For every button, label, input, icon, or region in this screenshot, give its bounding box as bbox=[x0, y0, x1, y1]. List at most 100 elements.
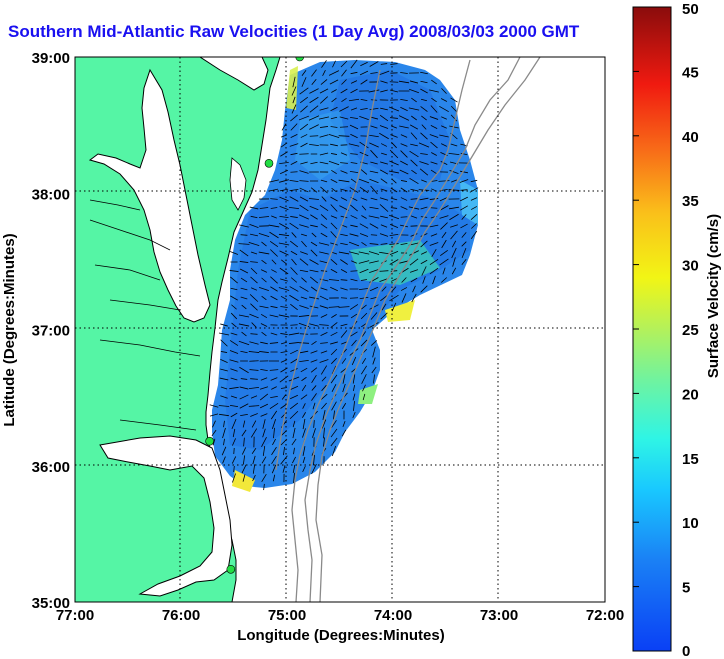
velocity-arrow bbox=[331, 187, 337, 193]
x-tick-label: 76:00 bbox=[162, 607, 200, 624]
velocity-arrow bbox=[281, 394, 287, 400]
chesapeake-bay bbox=[88, 68, 211, 323]
velocity-arrow bbox=[239, 394, 249, 400]
velocity-arrow bbox=[250, 287, 258, 291]
velocity-arrow bbox=[309, 105, 319, 113]
velocity-arrow bbox=[328, 134, 340, 138]
velocity-arrow bbox=[269, 369, 279, 371]
velocity-arrow bbox=[420, 206, 428, 210]
velocity-arrow bbox=[290, 161, 298, 165]
velocity-arrow bbox=[320, 214, 328, 220]
velocity-arrow bbox=[270, 332, 278, 336]
velocity-arrow bbox=[389, 294, 399, 302]
velocity-arrow bbox=[450, 105, 458, 113]
velocity-arrow bbox=[313, 420, 315, 428]
velocity-arrow bbox=[278, 233, 290, 237]
velocity-arrow bbox=[359, 223, 369, 229]
velocity-arrow bbox=[470, 179, 478, 183]
velocity-arrow bbox=[399, 125, 409, 129]
velocity-arrow bbox=[321, 419, 327, 429]
velocity-arrow bbox=[369, 269, 379, 273]
velocity-arrow bbox=[328, 160, 340, 166]
velocity-arrow bbox=[260, 368, 268, 372]
velocity-arrow bbox=[460, 152, 468, 156]
velocity-arrow bbox=[470, 206, 478, 210]
velocity-arrow bbox=[369, 61, 379, 67]
velocity-arrow bbox=[311, 463, 317, 475]
velocity-arrow bbox=[411, 293, 417, 303]
velocity-arrow bbox=[342, 421, 346, 427]
velocity-arrow bbox=[302, 418, 306, 430]
velocity-arrow bbox=[280, 333, 288, 335]
velocity-arrow bbox=[330, 196, 338, 202]
velocity-arrow bbox=[319, 295, 329, 301]
velocity-arrow bbox=[349, 251, 359, 255]
velocity-arrow bbox=[249, 313, 259, 319]
velocity-arrow bbox=[369, 170, 379, 174]
velocity-arrow bbox=[400, 150, 408, 158]
velocity-arrow bbox=[321, 196, 327, 202]
velocity-arrow bbox=[269, 179, 279, 183]
velocity-arrow bbox=[461, 214, 467, 220]
velocity-arrow bbox=[319, 305, 329, 309]
velocity-arrow bbox=[419, 197, 429, 201]
velocity-arrow bbox=[360, 169, 368, 175]
velocity-arrow bbox=[269, 342, 279, 344]
velocity-arrow bbox=[249, 294, 259, 302]
velocity-arrow bbox=[320, 342, 328, 344]
velocity-arrow bbox=[241, 331, 247, 337]
velocity-arrow bbox=[370, 340, 378, 346]
velocity-arrow bbox=[261, 331, 267, 337]
velocity-arrow bbox=[429, 224, 439, 228]
velocity-arrow bbox=[299, 305, 309, 309]
velocity-arrow bbox=[379, 270, 389, 272]
velocity-arrow bbox=[341, 402, 347, 410]
velocity-arrow bbox=[311, 78, 317, 86]
colorbar-tick-label: 45 bbox=[682, 64, 699, 81]
velocity-arrow bbox=[280, 259, 288, 265]
velocity-arrow bbox=[259, 403, 269, 409]
velocity-arrow bbox=[369, 178, 379, 184]
velocity-arrow bbox=[311, 393, 317, 401]
velocity-arrow bbox=[338, 135, 350, 137]
velocity-arrow bbox=[331, 97, 337, 103]
velocity-arrow bbox=[270, 395, 278, 399]
velocity-arrow bbox=[289, 188, 299, 192]
velocity-arrow bbox=[299, 269, 309, 273]
velocity-arrow bbox=[279, 169, 289, 175]
velocity-arrow bbox=[319, 134, 329, 138]
velocity-arrow bbox=[281, 123, 287, 131]
velocity-arrow bbox=[400, 287, 408, 291]
velocity-arrow bbox=[238, 314, 250, 318]
velocity-arrow bbox=[298, 315, 310, 317]
velocity-arrow bbox=[280, 387, 288, 389]
velocity-arrow bbox=[349, 170, 359, 174]
velocity-arrow bbox=[369, 322, 379, 328]
velocity-arrow bbox=[289, 143, 299, 147]
velocity-arrow bbox=[328, 279, 340, 281]
velocity-arrow bbox=[271, 269, 277, 273]
colorbar-label: Surface Velocity (cm/s) bbox=[705, 214, 722, 378]
velocity-arrow bbox=[410, 233, 418, 237]
velocity-arrow bbox=[279, 161, 289, 165]
velocity-arrow bbox=[390, 117, 398, 119]
x-axis-label: Longitude (Degrees:Minutes) bbox=[237, 627, 445, 644]
velocity-arrow bbox=[350, 107, 358, 111]
velocity-arrow bbox=[301, 277, 307, 283]
velocity-arrow bbox=[379, 132, 389, 140]
velocity-arrow bbox=[250, 428, 258, 438]
velocity-arrow bbox=[431, 79, 437, 85]
velocity-arrow bbox=[250, 378, 258, 380]
velocity-arrow bbox=[321, 402, 327, 410]
velocity-arrow bbox=[460, 205, 468, 211]
velocity-vectors bbox=[209, 59, 479, 491]
velocity-arrow bbox=[352, 374, 356, 384]
velocity-arrow bbox=[410, 188, 418, 192]
velocity-arrow bbox=[400, 98, 408, 102]
velocity-arrow bbox=[351, 356, 357, 366]
velocity-arrow bbox=[310, 241, 318, 247]
velocity-arrow bbox=[400, 242, 408, 246]
velocity-arrow bbox=[313, 454, 315, 466]
velocity-arrow bbox=[301, 384, 307, 392]
velocity-arrow bbox=[348, 241, 360, 247]
